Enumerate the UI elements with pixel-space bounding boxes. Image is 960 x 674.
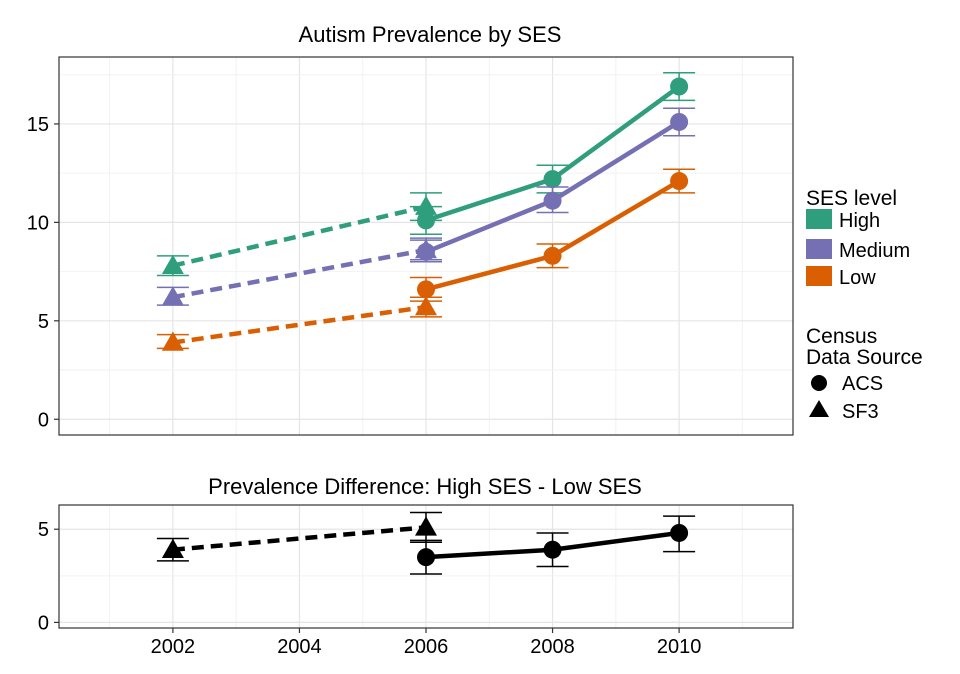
top-series-line-medium-sf3 [172,247,427,300]
legend-label-acs: ACS [842,373,883,395]
bottom-point-difference-sf3 [161,538,184,558]
bottom-y-ticks: 05 [38,519,59,634]
bottom-y-tick-label: 5 [38,519,49,541]
legend-ses-items: High Medium Low [806,209,910,289]
bottom-y-tick-label: 0 [38,612,49,634]
top-point-low-acs [543,246,562,265]
top-marks [156,72,696,351]
top-y-ticks: 0 5 10 15 [27,114,59,431]
x-ticks: 2002 2004 2006 2008 2010 [151,628,702,658]
x-tick-label: 2010 [657,636,702,658]
legend-label-low: Low [839,267,876,289]
top-point-medium-acs [543,191,562,210]
top-point-low-sf3 [415,296,437,316]
bottom-chart-title: Prevalence Difference: High SES - Low SE… [208,474,642,499]
top-point-low-acs [670,172,689,191]
legend-label-sf3: SF3 [842,401,879,423]
legend-acs-circle-icon [811,375,827,391]
top-point-low-sf3 [161,331,184,351]
top-point-medium-sf3 [161,286,184,306]
x-tick-label: 2008 [530,636,575,658]
legend-swatch-low [806,266,832,286]
top-point-medium-acs [670,112,689,131]
legend-label-high: High [839,210,880,232]
legend-source-title-line1: Census [806,325,877,348]
top-point-high-sf3 [161,254,184,274]
top-series-line-high-sf3 [172,204,427,268]
top-point-low-acs [417,280,435,299]
legend-source-title-line2: Data Source [806,346,923,369]
top-point-high-acs [543,170,562,189]
bottom-point-difference-acs [543,540,562,559]
top-y-tick-label: 10 [27,212,49,234]
legend-source-items: ACS SF3 [809,373,883,423]
top-y-tick-label: 5 [38,311,49,333]
legend-label-medium: Medium [839,240,910,262]
prevalence-panel: Autism Prevalence by SES 0 5 10 15 [27,22,794,436]
x-tick-label: 2004 [277,636,322,658]
top-y-tick-label: 15 [27,114,49,136]
legend-sf3-triangle-icon [809,400,829,417]
bottom-marks [156,511,696,575]
top-chart-title: Autism Prevalence by SES [299,22,562,47]
top-panel-border [58,56,794,436]
bottom-point-difference-acs [417,548,435,567]
top-point-high-acs [417,211,435,230]
bottom-point-difference-sf3 [415,516,437,536]
legend: SES level High Medium Low Census Data Sour… [806,187,923,423]
legend-swatch-medium [806,239,832,259]
legend-swatch-high [806,209,832,229]
legend-ses-title: SES level [806,187,897,210]
x-tick-label: 2002 [151,636,196,658]
bottom-point-difference-acs [670,523,689,542]
top-y-tick-label: 0 [38,409,49,431]
difference-panel: Prevalence Difference: High SES - Low SE… [38,474,794,658]
top-point-medium-acs [417,242,435,261]
x-tick-label: 2006 [404,636,449,658]
top-series-line-low-sf3 [172,304,427,345]
top-point-high-acs [670,77,689,96]
bottom-series-line-difference-sf3 [172,525,427,552]
top-point-high-sf3 [415,195,437,215]
